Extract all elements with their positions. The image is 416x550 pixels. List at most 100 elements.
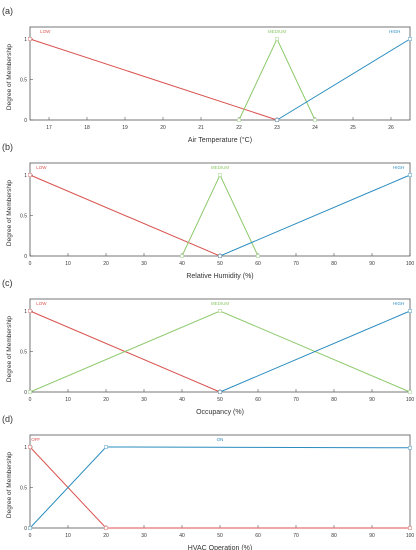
chart-panel-4: (d) 0 10 20 30 40 50 60 70 80 90 100 0 0.5 1 HVAC Opera… (2, 414, 414, 550)
x-tick-label: 26 (388, 125, 394, 131)
data-point (218, 173, 222, 177)
x-axis-label: Occupancy (%) (196, 409, 244, 416)
x-tick-label: 24 (312, 125, 318, 131)
x-tick-label: 60 (255, 397, 261, 403)
data-point (28, 309, 32, 313)
x-tick-label: 50 (217, 533, 223, 539)
data-point (28, 445, 32, 449)
x-tick-label: 22 (236, 125, 242, 131)
series-label-medium: MEDIUM (211, 301, 229, 306)
x-tick-label: 20 (103, 397, 109, 403)
series-line-medium (238, 37, 316, 121)
x-tick-label: 0 (29, 261, 32, 267)
x-tick-label: 80 (331, 533, 337, 539)
chart-panel-1: (a) 17 18 19 20 21 22 23 24 25 26 0 0.5 1 Air Temperat… (2, 6, 412, 144)
series-line-on (29, 446, 411, 529)
data-point (408, 173, 412, 177)
plot-frame (29, 298, 411, 393)
x-tick-label: 80 (331, 261, 337, 267)
series-line-off (29, 446, 410, 529)
data-point (408, 446, 412, 450)
data-point (180, 254, 184, 258)
x-tick-label: 60 (255, 261, 261, 267)
data-point (408, 390, 412, 394)
x-tick-label: 20 (160, 125, 166, 131)
y-tick-label: 0 (24, 526, 27, 532)
x-tick-label: 90 (369, 397, 375, 403)
series-label-high: HIGH (389, 29, 400, 34)
data-point (218, 254, 222, 258)
y-axis-label: Degree of Membership (6, 316, 13, 382)
y-tick-label: 1 (24, 309, 27, 315)
x-tick-label: 90 (369, 533, 375, 539)
x-axis-label: Relative Humidity (%) (186, 273, 253, 280)
data-point (104, 445, 108, 449)
x-tick-label: 23 (274, 125, 280, 131)
data-point (408, 37, 412, 41)
data-point (237, 118, 241, 122)
y-tick-label: 1 (24, 173, 27, 179)
x-tick-label: 30 (141, 397, 147, 403)
y-tick-label: 0.5 (20, 350, 27, 356)
series-label-off: OFF (31, 437, 40, 442)
series-label-low: LOW (36, 165, 47, 170)
x-tick-label: 40 (179, 533, 185, 539)
data-point (275, 37, 279, 41)
x-tick-label: 70 (293, 261, 299, 267)
y-tick-label: 0.5 (20, 214, 27, 220)
panel-label: (c) (2, 278, 13, 288)
panel-label: (b) (2, 142, 13, 152)
series-line-medium (181, 173, 259, 257)
x-tick-label: 17 (46, 125, 52, 131)
series-label-low: LOW (36, 301, 47, 306)
x-tick-label: 100 (406, 261, 415, 267)
x-axis-label: Air Temperature (°C) (188, 136, 252, 144)
data-point (28, 37, 32, 41)
data-point (275, 118, 279, 122)
data-point (408, 526, 412, 530)
x-tick-label: 30 (141, 533, 147, 539)
x-tick-label: 21 (198, 125, 204, 131)
series-line-medium (29, 310, 411, 393)
data-point (218, 390, 222, 394)
x-tick-label: 10 (65, 261, 71, 267)
x-tick-label: 30 (141, 261, 147, 267)
series-line-low (29, 38, 278, 121)
x-tick-label: 70 (293, 397, 299, 403)
x-tick-label: 10 (65, 397, 71, 403)
x-tick-label: 80 (331, 397, 337, 403)
x-tick-label: 20 (103, 533, 109, 539)
y-tick-label: 1 (24, 445, 27, 451)
x-tick-label: 60 (255, 533, 261, 539)
plot-frame (29, 434, 411, 529)
y-tick-label: 0.5 (20, 486, 27, 492)
chart-panel-2: (b) 0 10 20 30 40 50 60 70 80 90 100 0 0.5 1 Relative H… (2, 142, 414, 280)
x-tick-label: 40 (179, 261, 185, 267)
x-tick-label: 0 (29, 533, 32, 539)
plot-frame (29, 162, 411, 257)
data-point (218, 309, 222, 313)
data-point (28, 390, 32, 394)
series-line-high (276, 38, 411, 121)
x-tick-label: 90 (369, 261, 375, 267)
data-point (28, 173, 32, 177)
y-axis-label: Degree of Membership (6, 180, 13, 246)
series-label-on: ON (217, 437, 224, 442)
y-axis-label: Degree of Membership (6, 44, 13, 110)
y-tick-label: 0 (24, 390, 27, 396)
x-tick-label: 20 (103, 261, 109, 267)
x-tick-label: 10 (65, 533, 71, 539)
plot-frame (29, 26, 411, 121)
y-tick-label: 0.5 (20, 78, 27, 84)
chart-panel-3: (c) 0 10 20 30 40 50 60 70 80 90 100 0 0.5 1 Occupancy … (2, 278, 414, 416)
y-tick-label: 1 (24, 37, 27, 43)
x-tick-label: 40 (179, 397, 185, 403)
data-point (408, 309, 412, 313)
x-tick-label: 18 (84, 125, 90, 131)
x-axis-label: HVAC Operation (%) (188, 545, 252, 550)
x-tick-label: 50 (217, 261, 223, 267)
y-tick-label: 0 (24, 118, 27, 124)
y-axis-label: Degree of Membership (6, 452, 13, 518)
x-tick-label: 19 (122, 125, 128, 131)
